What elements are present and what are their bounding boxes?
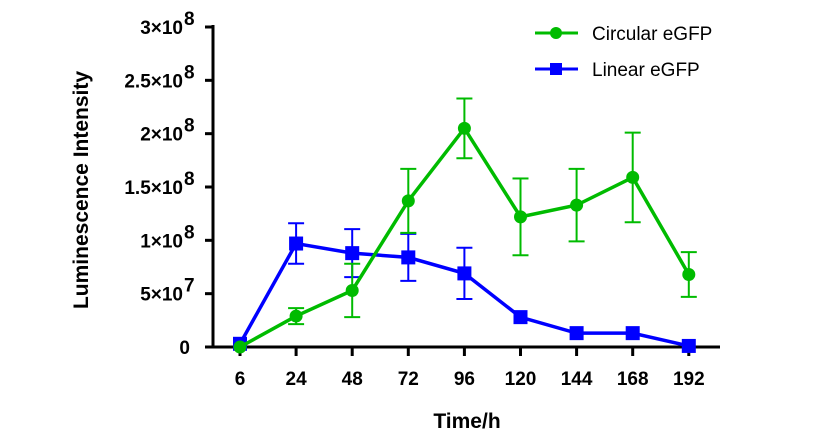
data-point	[681, 338, 696, 353]
legend-label-linear: Linear eGFP	[592, 60, 700, 81]
data-point	[233, 340, 247, 354]
x-tick-label: 168	[617, 369, 649, 390]
data-point	[401, 194, 415, 208]
data-point	[457, 121, 471, 135]
legend: Circular eGFP Linear eGFP	[535, 24, 712, 81]
x-tick-label: 24	[286, 369, 308, 390]
y-tick-label: 0	[179, 338, 190, 359]
data-point	[289, 236, 304, 251]
data-point	[569, 326, 584, 341]
y-tick-exponent: 8	[184, 62, 195, 83]
data-point	[345, 246, 360, 261]
data-point	[514, 210, 527, 224]
data-point	[401, 250, 416, 265]
x-tick-label: 120	[505, 369, 537, 390]
y-tick-exponent: 8	[184, 169, 195, 190]
y-tick-label: 3×10	[140, 18, 183, 39]
x-tick-label: 96	[454, 369, 475, 390]
x-tick-label: 48	[342, 369, 363, 390]
x-tick-label: 6	[235, 369, 246, 390]
legend-label-circular: Circular eGFP	[592, 24, 712, 45]
y-tick-label: 2×10	[140, 125, 183, 146]
x-tick-label: 144	[561, 369, 593, 390]
x-tick-label: 192	[673, 369, 705, 390]
y-tick-label: 2.5×10	[124, 71, 183, 92]
series-line	[239, 125, 691, 349]
data-point	[457, 266, 472, 281]
y-tick-exponent: 7	[184, 276, 195, 297]
series-circular	[233, 97, 697, 354]
data-point	[625, 326, 640, 341]
data-point	[345, 283, 359, 297]
y-tick-label: 1×10	[140, 231, 183, 252]
series-linear	[233, 222, 696, 353]
data-point	[682, 267, 696, 281]
y-tick-exponent: 8	[184, 116, 195, 137]
y-tick-label: 5×10	[140, 285, 183, 306]
y-axis-label: Luminescence Intensity	[70, 71, 93, 309]
y-tick-exponent: 8	[184, 9, 195, 30]
x-tick-label: 72	[398, 369, 419, 390]
y-tick-label: 1.5×10	[124, 178, 183, 199]
x-axis-label: Time/h	[433, 410, 500, 433]
data-point	[570, 198, 584, 212]
legend-marker-linear	[550, 63, 562, 75]
data-point	[626, 170, 640, 184]
legend-marker-circular	[550, 27, 562, 39]
data-point	[289, 309, 303, 323]
y-tick-exponent: 8	[184, 222, 195, 243]
data-point	[513, 310, 528, 325]
